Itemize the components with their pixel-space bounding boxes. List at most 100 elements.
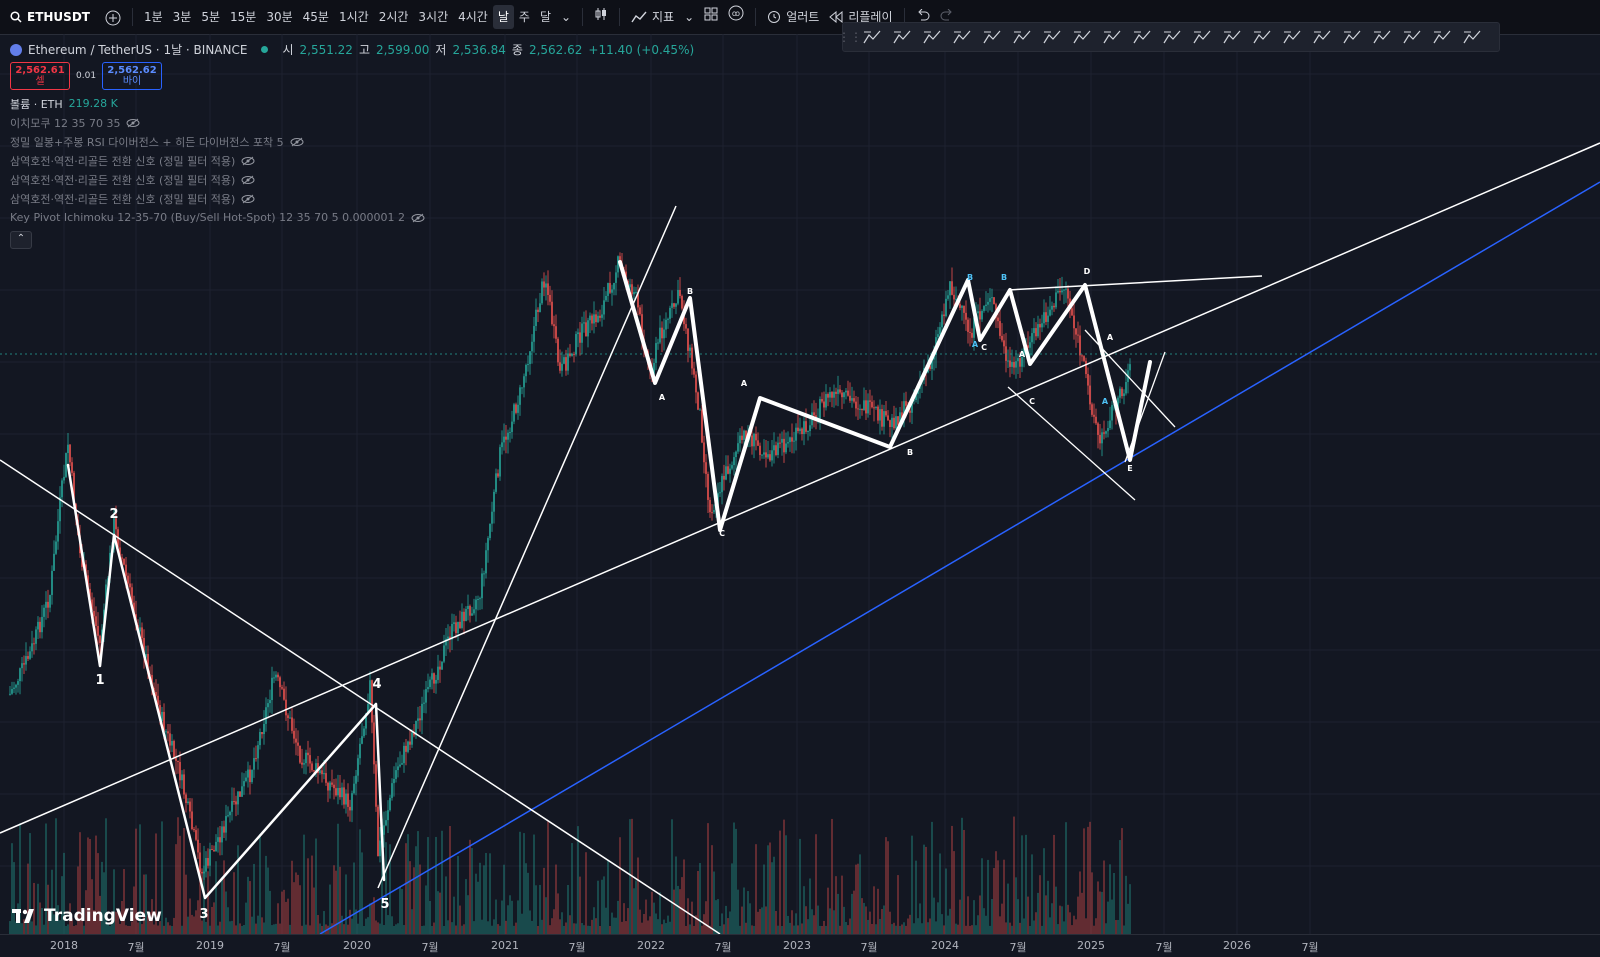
candle-body (457, 621, 459, 634)
indicators-dropdown[interactable]: ⌄ (684, 10, 695, 24)
undo-button[interactable] (911, 5, 935, 29)
add-symbol-button[interactable] (100, 5, 126, 29)
interval-10[interactable]: 날 (492, 5, 514, 29)
interval-1[interactable]: 3분 (172, 10, 192, 24)
indicator-row[interactable]: Key Pivot Ichimoku 12-35-70 (Buy/Sell Ho… (10, 208, 694, 227)
long-position-tool[interactable] (1097, 23, 1127, 51)
volume-bar (533, 834, 535, 934)
fib-channel-tool[interactable] (947, 23, 977, 51)
fib-retracement-tool[interactable] (917, 23, 947, 51)
wz-pattern-tool[interactable] (1457, 23, 1487, 51)
volume-bar (175, 844, 177, 934)
pitchfork-tool[interactable] (887, 23, 917, 51)
time-axis[interactable]: 2018 7월 2019 7월 2020 7월 2021 7월 2022 7월 2023 7월 2024… (0, 934, 1600, 957)
interval-7[interactable]: 2시간 (378, 10, 409, 24)
abcd-pattern-tool[interactable] (1037, 23, 1067, 51)
resistance-line[interactable] (1007, 275, 1263, 291)
elliott-wave-path[interactable] (66, 463, 386, 900)
long-trend-line[interactable] (0, 142, 1600, 834)
ww-pattern-tool[interactable] (1277, 23, 1307, 51)
sell-button[interactable]: 2,562.61 셀 (10, 62, 70, 90)
ray-tool-tool[interactable] (1427, 23, 1457, 51)
abc-correction-path[interactable] (618, 260, 1152, 532)
path-tool-tool[interactable] (1247, 23, 1277, 51)
candle-body (247, 769, 249, 778)
interval-12[interactable]: 달 (539, 10, 551, 24)
volume-bar (315, 838, 317, 934)
indicator-row[interactable]: 삼역호전·역전·리골든 전환 신호 (정밀 필터 적용) (10, 170, 694, 189)
gann-fan-tool[interactable] (977, 23, 1007, 51)
candle-body (191, 811, 193, 830)
indicator-row[interactable]: 삼역호전·역전·리골든 전환 신호 (정밀 필터 적용) (10, 151, 694, 170)
layout-button[interactable] (699, 5, 723, 29)
horizontal-line-tool[interactable] (1397, 23, 1427, 51)
hidden-eye-icon[interactable] (290, 137, 304, 147)
candle-body (255, 758, 257, 760)
volume-bar (869, 911, 871, 934)
redo-button[interactable] (935, 5, 959, 29)
interval-2[interactable]: 5분 (201, 10, 221, 24)
interval-5[interactable]: 45분 (302, 10, 329, 24)
candle-body (671, 303, 673, 308)
buy-button[interactable]: 2,562.62 바이 (102, 62, 163, 90)
replay-button[interactable]: 리플레이 (824, 5, 897, 29)
interval-6[interactable]: 1시간 (338, 10, 369, 24)
elliott-wave-tool[interactable] (1067, 23, 1097, 51)
candle-body (823, 401, 825, 408)
candle-body (711, 512, 713, 514)
candle-body (773, 445, 775, 451)
candle-body (681, 295, 683, 309)
candle-body (967, 319, 969, 332)
grid-tool-tool[interactable] (1337, 23, 1367, 51)
volume-bar (883, 905, 885, 934)
text-tool-tool[interactable] (1127, 23, 1157, 51)
candle-body (1085, 360, 1087, 375)
projection-tool[interactable] (1187, 23, 1217, 51)
volume-bar (811, 909, 813, 934)
template-button[interactable]: ꝏ (723, 5, 749, 29)
interval-8[interactable]: 3시간 (418, 10, 449, 24)
indicators-button[interactable]: 지표 (626, 5, 679, 29)
candle-body (775, 445, 777, 455)
volume-bar (629, 819, 631, 934)
alerts-button[interactable]: 얼러트 (762, 5, 824, 29)
candle-body (669, 307, 671, 319)
interval-11[interactable]: 주 (518, 10, 530, 24)
interval-4[interactable]: 30분 (266, 10, 293, 24)
ascending-trend-line[interactable] (377, 205, 677, 889)
interval-9[interactable]: 4시간 (458, 10, 488, 24)
candle-body (465, 608, 467, 622)
volume-bar (1039, 875, 1041, 934)
volume-bar (1057, 924, 1059, 934)
hidden-eye-icon[interactable] (126, 118, 140, 128)
channel-line[interactable] (1007, 386, 1136, 501)
symbol-search[interactable]: ETHUSDT (0, 10, 90, 24)
indicator-row[interactable]: 이치모쿠 12 35 70 35 (10, 113, 694, 132)
volume-bar (923, 844, 925, 934)
hidden-eye-icon[interactable] (241, 175, 255, 185)
trend-line-tool[interactable] (1307, 23, 1337, 51)
angle-tool-tool[interactable] (1367, 23, 1397, 51)
indicator-row[interactable]: 삼역호전·역전·리골든 전환 신호 (정밀 필터 적용) (10, 189, 694, 208)
candle-body (999, 321, 1001, 336)
xabcd-pattern-tool[interactable] (1007, 23, 1037, 51)
interval-3[interactable]: 15분 (230, 10, 257, 24)
candle-body (629, 284, 631, 288)
chart-type-button[interactable] (589, 5, 613, 29)
collapse-legend-button[interactable]: ⌃ (10, 231, 32, 249)
brush-tool[interactable] (1217, 23, 1247, 51)
interval-dropdown[interactable]: ⌄ (560, 10, 572, 24)
hidden-eye-icon[interactable] (411, 213, 425, 223)
drag-handle[interactable]: ⋮⋮ (838, 30, 862, 44)
interval-0[interactable]: 1분 (143, 10, 163, 24)
volume-bar (323, 911, 325, 934)
descending-trend-line[interactable] (0, 459, 721, 934)
blue-support-line[interactable] (319, 181, 1600, 934)
indicator-row[interactable]: 정밀 일봉+주봉 RSI 다이버전스 + 히든 다이버전스 포착 5 (10, 132, 694, 151)
date-range-tool[interactable] (1157, 23, 1187, 51)
hidden-eye-icon[interactable] (241, 156, 255, 166)
parallel-channel-tool[interactable] (857, 23, 887, 51)
user-drawings[interactable] (0, 142, 1600, 934)
hidden-eye-icon[interactable] (241, 194, 255, 204)
